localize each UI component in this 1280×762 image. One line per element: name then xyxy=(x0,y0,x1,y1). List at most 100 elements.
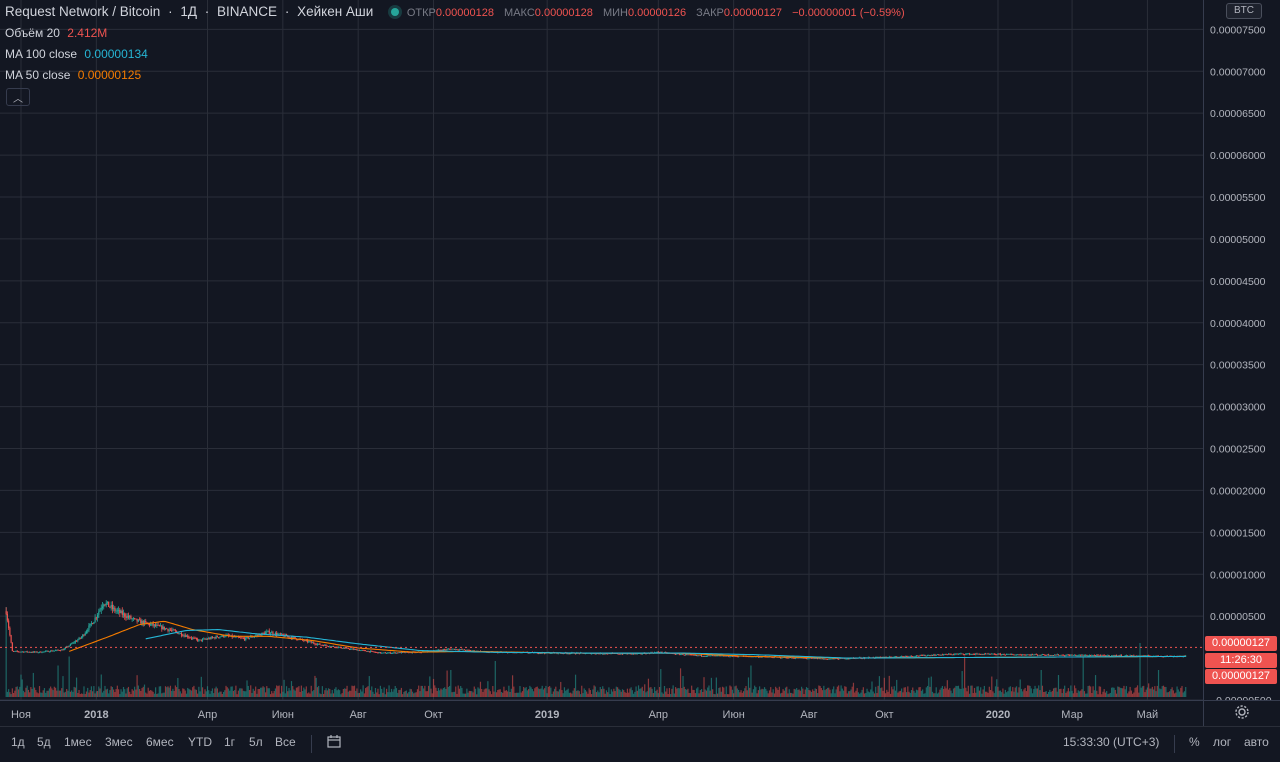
candle-body xyxy=(243,638,246,640)
volume-bar xyxy=(868,692,871,697)
volume-bar xyxy=(1071,690,1073,697)
volume-bar xyxy=(261,687,263,697)
volume-bar xyxy=(987,692,989,697)
volume-bar xyxy=(904,687,906,697)
percent-scale-button[interactable]: % xyxy=(1189,735,1200,749)
candle-body xyxy=(707,655,709,657)
volume-bar xyxy=(1038,685,1040,697)
price-axis[interactable]: 0.00007500 0.00007000 0.00006500 0.00006000… xyxy=(1203,0,1280,700)
candle-body xyxy=(1083,655,1086,657)
price-tick-label: 0.00007000 xyxy=(1210,66,1266,78)
gear-icon[interactable] xyxy=(1234,704,1250,720)
range-1d-button[interactable]: 1д xyxy=(11,735,25,749)
candle-body xyxy=(390,653,393,654)
volume-bar xyxy=(536,686,538,697)
range-1y-button[interactable]: 1г xyxy=(224,735,236,749)
volume-bar xyxy=(406,693,409,697)
volume-bar xyxy=(977,686,979,697)
candle-body xyxy=(405,651,407,653)
volume-bar xyxy=(200,676,202,697)
volume-bar xyxy=(737,689,740,697)
volume-bar xyxy=(383,687,385,697)
range-1m-button[interactable]: 1мес xyxy=(64,735,92,749)
range-5d-button[interactable]: 5д xyxy=(37,735,51,749)
price-chart[interactable] xyxy=(0,0,1203,700)
volume-bar xyxy=(267,688,269,697)
candle-body xyxy=(179,633,181,635)
volume-bar xyxy=(996,679,998,697)
candle-body xyxy=(645,653,647,655)
candle-body xyxy=(681,653,683,655)
candle-body xyxy=(1112,655,1114,657)
volume-legend[interactable]: Объём 20 2.412M xyxy=(5,26,111,40)
volume-bar xyxy=(115,689,117,697)
volume-bar xyxy=(176,687,178,697)
volume-bar xyxy=(157,693,159,697)
clock-display[interactable]: 15:33:30 (UTC+3) xyxy=(1063,735,1160,749)
candle-body xyxy=(1051,655,1053,656)
candle-body xyxy=(199,639,201,641)
volume-bar xyxy=(313,690,315,697)
volume-bar xyxy=(604,693,606,697)
volume-bar xyxy=(266,686,268,697)
currency-badge[interactable]: BTC xyxy=(1226,3,1262,19)
volume-bar xyxy=(820,688,822,697)
open-value: 0.00000128 xyxy=(435,7,494,19)
range-5y-button[interactable]: 5л xyxy=(249,735,263,749)
range-ytd-button[interactable]: YTD xyxy=(188,735,212,749)
log-scale-button[interactable]: лог xyxy=(1213,735,1232,749)
candle-body xyxy=(1067,654,1069,656)
candle-body xyxy=(1057,654,1060,656)
collapse-legend-button[interactable]: ︿ xyxy=(6,88,30,106)
candle-body xyxy=(901,656,903,658)
volume-bar xyxy=(542,689,545,697)
volume-bar xyxy=(25,687,27,697)
volume-bar xyxy=(983,685,985,697)
candle-body xyxy=(1088,655,1090,657)
volume-bar xyxy=(1169,691,1171,697)
candle-body xyxy=(1054,654,1056,656)
volume-bar xyxy=(493,691,495,697)
candle-body xyxy=(880,656,882,658)
range-all-button[interactable]: Все xyxy=(275,735,296,749)
volume-bar xyxy=(688,692,690,697)
volume-bar xyxy=(169,685,172,697)
candle-body xyxy=(57,649,59,651)
volume-bar xyxy=(92,691,94,697)
volume-bar xyxy=(557,691,559,697)
auto-scale-button[interactable]: авто xyxy=(1244,735,1269,749)
candle-body xyxy=(427,650,430,652)
candle-body xyxy=(453,648,456,650)
volume-bar xyxy=(69,691,72,697)
volume-bar xyxy=(331,689,333,697)
volume-bar xyxy=(526,690,528,697)
candle-body xyxy=(981,654,983,656)
volume-bar xyxy=(697,687,699,697)
volume-bar xyxy=(184,690,186,697)
candle-body xyxy=(1119,655,1121,656)
symbol-legend[interactable]: Request Network / Bitcoin · 1Д · BINANCE… xyxy=(5,4,916,19)
candle-body xyxy=(134,618,136,620)
chart-pane[interactable]: Request Network / Bitcoin · 1Д · BINANCE… xyxy=(0,0,1203,700)
ma100-legend[interactable]: MA 100 close 0.00000134 xyxy=(5,47,152,61)
candle-body xyxy=(85,631,88,634)
volume-bar xyxy=(687,688,689,697)
volume-bar xyxy=(855,690,857,697)
candle-body xyxy=(896,656,898,658)
volume-bar xyxy=(1057,675,1060,697)
volume-bar xyxy=(1173,693,1176,697)
range-3m-button[interactable]: 3мес xyxy=(105,735,133,749)
calendar-range-icon[interactable] xyxy=(326,734,342,753)
volume-bar xyxy=(1175,692,1177,697)
candle-body xyxy=(79,637,81,639)
volume-bar xyxy=(12,692,15,697)
candle-body xyxy=(267,630,269,632)
candle-body xyxy=(986,653,988,655)
time-axis[interactable]: Ноя 2018 Апр Июн Авг Окт 2019 Апр Июн Авг Окт 2020 М… xyxy=(0,700,1203,727)
candle-body xyxy=(720,655,722,657)
ma50-legend[interactable]: MA 50 close 0.00000125 xyxy=(5,68,145,82)
volume-bar xyxy=(752,689,755,697)
volume-bar xyxy=(652,693,654,697)
range-6m-button[interactable]: 6мес xyxy=(146,735,174,749)
candle-body xyxy=(195,638,197,640)
